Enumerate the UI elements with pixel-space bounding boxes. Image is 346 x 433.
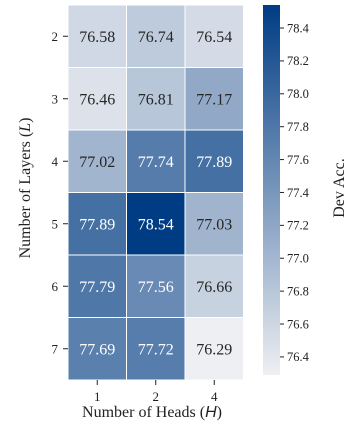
heatmap-cell bbox=[67, 192, 127, 256]
colorbar-tick-label: 77.8 bbox=[287, 120, 309, 134]
y-tick-label: 6 bbox=[52, 279, 59, 294]
colorbar-tick-label: 78.2 bbox=[287, 54, 309, 68]
colorbar: 76.4 76.6 76.8 77.0 77.2 77.4 77.6 77.8 78.0 78.2… bbox=[263, 5, 310, 375]
cell-value-label: 76.74 bbox=[138, 29, 174, 46]
heatmap-cell bbox=[126, 4, 186, 68]
cell-value-label: 77.56 bbox=[138, 279, 174, 296]
heatmap-cell bbox=[184, 4, 244, 68]
x-tick-label: 2 bbox=[153, 389, 160, 404]
cell-value-label: 77.89 bbox=[196, 154, 232, 171]
cell-value-label: 77.03 bbox=[196, 216, 232, 233]
cell-value-label: 77.79 bbox=[79, 279, 115, 296]
cell-value-label: 77.02 bbox=[79, 154, 115, 171]
y-axis-label: Number of Layers (L) bbox=[17, 118, 34, 259]
heatmap-cell bbox=[184, 317, 244, 381]
heatmap-cell bbox=[126, 254, 186, 318]
x-tick-label: 1 bbox=[94, 389, 101, 404]
heatmap-cell bbox=[67, 4, 127, 68]
y-tick-label: 5 bbox=[52, 216, 59, 231]
colorbar-tick-label: 77.6 bbox=[287, 153, 309, 167]
y-tick-label: 7 bbox=[52, 341, 59, 356]
heatmap-cell bbox=[126, 317, 186, 381]
x-tick-label: 4 bbox=[211, 389, 218, 404]
cell-value-label: 76.46 bbox=[79, 91, 115, 108]
y-tick-label: 4 bbox=[52, 154, 59, 169]
y-tick-label: 3 bbox=[52, 91, 59, 106]
colorbar-tick-label: 77.2 bbox=[287, 219, 309, 233]
cell-value-label: 78.54 bbox=[138, 216, 174, 233]
colorbar-gradient bbox=[263, 5, 280, 375]
cell-value-label: 77.17 bbox=[196, 91, 232, 108]
colorbar-tick-label: 78.0 bbox=[287, 87, 309, 101]
colorbar-tick-label: 76.8 bbox=[287, 284, 309, 298]
cell-value-label: 76.81 bbox=[138, 91, 174, 108]
cell-value-label: 76.29 bbox=[196, 341, 232, 358]
y-tick-label: 2 bbox=[52, 29, 59, 44]
colorbar-tick-label: 76.4 bbox=[287, 350, 310, 364]
x-axis-ticks: 1 2 4 bbox=[94, 380, 218, 404]
cell-value-label: 76.54 bbox=[196, 29, 232, 46]
colorbar-label: Dev Acc. bbox=[331, 158, 346, 218]
colorbar-tick-label: 77.0 bbox=[287, 252, 309, 266]
cell-value-label: 77.74 bbox=[138, 154, 174, 171]
cell-value-label: 77.72 bbox=[138, 341, 174, 358]
heatmap-cell bbox=[184, 67, 244, 131]
colorbar-tick-label: 76.6 bbox=[287, 317, 309, 331]
colorbar-tick-label: 77.4 bbox=[287, 186, 310, 200]
cell-value-label: 76.66 bbox=[196, 279, 232, 296]
heatmap-cells: 76.58 76.74 76.54 76.46 76.81 77.17 77.02 77.74… bbox=[67, 4, 244, 381]
y-axis-ticks: 2 3 4 5 6 7 bbox=[52, 29, 68, 356]
cell-value-label: 77.89 bbox=[79, 216, 115, 233]
heatmap-cell bbox=[184, 192, 244, 256]
cell-value-label: 77.69 bbox=[79, 341, 115, 358]
colorbar-tick-label: 78.4 bbox=[287, 21, 310, 35]
x-axis-label: Number of Heads (H) bbox=[82, 404, 222, 421]
heatmap-cell bbox=[126, 129, 186, 193]
cell-value-label: 76.58 bbox=[79, 29, 115, 46]
